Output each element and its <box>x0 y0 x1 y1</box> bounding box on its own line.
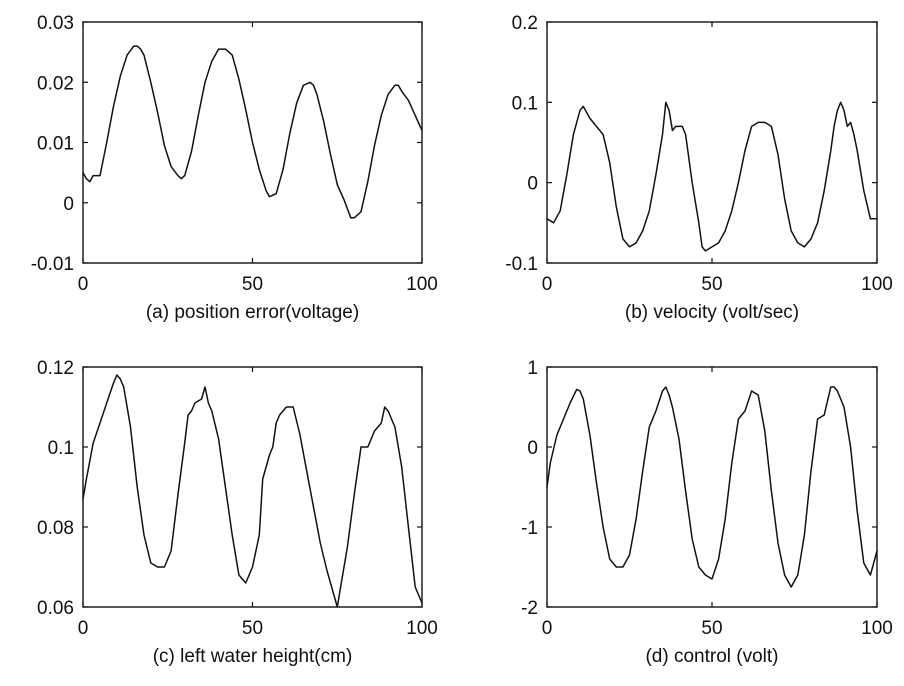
y-tick-label-c-0: 0.06 <box>37 598 74 619</box>
x-tick-label-a-2: 100 <box>406 274 438 295</box>
x-tick-label-b-1: 50 <box>701 274 722 295</box>
y-tick-label-d-2: 0 <box>527 438 538 459</box>
y-tick-label-b-1: 0 <box>527 174 538 195</box>
x-tick-label-b-0: 0 <box>542 274 553 295</box>
x-tick-label-c-0: 0 <box>78 618 89 639</box>
y-tick-label-d-1: -1 <box>521 518 538 539</box>
series-line-c <box>82 374 423 608</box>
series-line-d <box>546 386 878 588</box>
panel-caption-d: (d) control (volt) <box>645 646 778 667</box>
panel-d: 0 50 100 -2 -1 0 1 (d) control (volt) <box>521 358 893 667</box>
x-tick-label-a-0: 0 <box>78 274 89 295</box>
series-line-a <box>82 45 423 219</box>
y-tick-label-c-2: 0.1 <box>48 438 74 459</box>
y-tick-label-b-3: 0.2 <box>512 13 538 34</box>
y-tick-label-b-2: 0.1 <box>512 93 538 114</box>
x-tick-label-c-1: 50 <box>242 618 263 639</box>
y-tick-label-a-3: 0.02 <box>37 73 74 94</box>
panel-caption-c: (c) left water height(cm) <box>153 646 353 667</box>
panel-caption-b: (b) velocity (volt/sec) <box>625 302 799 323</box>
x-tick-label-d-2: 100 <box>861 618 893 639</box>
panel-b: 0 50 100-0.100.10.2(b) velocity (volt/sec) <box>505 13 893 323</box>
y-tick-label-a-0: -0.01 <box>31 254 74 275</box>
x-tick-label-c-2: 100 <box>406 618 438 639</box>
x-tick-label-d-0: 0 <box>542 618 553 639</box>
series-line-b <box>546 101 878 252</box>
x-tick-label-a-1: 50 <box>242 274 263 295</box>
plot-frame-c <box>82 366 423 608</box>
y-tick-label-d-0: -2 <box>521 598 538 619</box>
x-tick-label-b-2: 100 <box>861 274 893 295</box>
y-tick-label-a-1: 0 <box>63 194 74 215</box>
y-tick-label-d-3: 1 <box>527 358 538 379</box>
panel-caption-a: (a) position error(voltage) <box>146 302 359 323</box>
panel-c: 0 50 100 0.06 0.08 0.1 0.12 (c) left water heig… <box>37 358 438 667</box>
plot-frame-b <box>546 21 878 264</box>
y-tick-label-c-3: 0.12 <box>37 358 74 379</box>
y-tick-label-c-1: 0.08 <box>37 518 74 539</box>
y-tick-label-b-0: -0.1 <box>505 254 538 275</box>
y-tick-label-a-2: 0.01 <box>37 134 74 155</box>
x-tick-label-d-1: 50 <box>701 618 722 639</box>
y-tick-label-a-4: 0.03 <box>37 13 74 34</box>
